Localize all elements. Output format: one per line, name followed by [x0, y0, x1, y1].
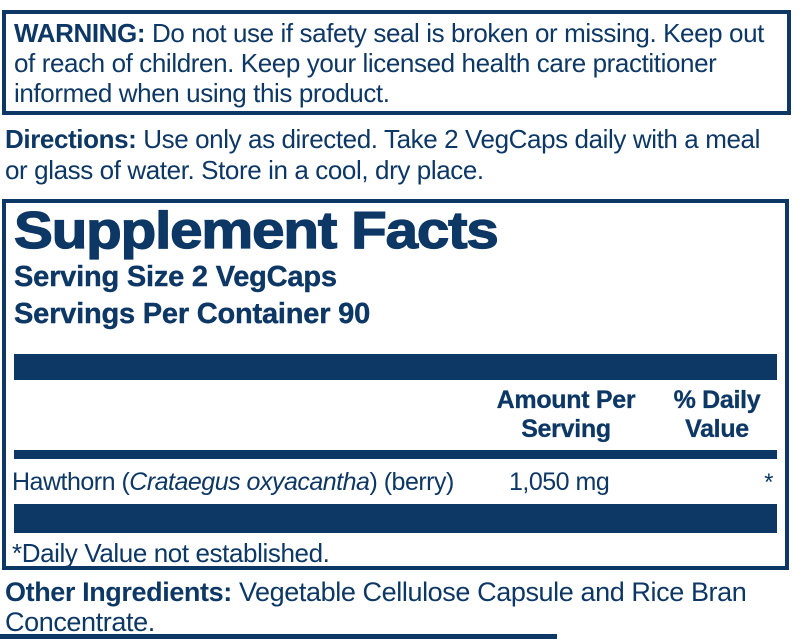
supplement-facts-panel: Supplement Facts Serving Size 2 VegCaps …: [2, 199, 789, 570]
clipped-bottom-bar: [0, 634, 557, 639]
supplement-facts-title: Supplement Facts: [13, 202, 499, 260]
header-separator-bar: [14, 354, 777, 380]
directions-paragraph: Directions: Use only as directed. Take 2…: [5, 124, 763, 186]
directions-text: Use only as directed. Take 2 VegCaps dai…: [5, 124, 760, 185]
footer-separator-bar: [14, 504, 777, 533]
table-column-headers: Amount Per Serving % Daily Value: [12, 380, 779, 450]
ingredient-daily-value: *: [764, 468, 773, 496]
servings-per-container: Servings Per Container 90: [14, 298, 371, 330]
warning-box: WARNING: Do not use if safety seal is br…: [2, 10, 791, 115]
directions-label: Directions:: [5, 124, 137, 154]
warning-label: WARNING:: [14, 18, 146, 48]
serving-size: Serving Size 2 VegCaps: [14, 261, 337, 293]
warning-text: Do not use if safety seal is broken or m…: [14, 18, 764, 108]
ingredient-name-suffix: ) (berry): [369, 468, 454, 496]
column-header-dv-line1: % Daily: [673, 386, 761, 414]
header-rule: [14, 450, 777, 459]
column-header-dv-line2: Value: [685, 415, 749, 443]
other-ingredients-text: Vegetable Cellulose Capsule and Rice Bra…: [5, 577, 747, 637]
column-header-amount: Amount Per Serving: [491, 386, 641, 444]
ingredient-species: Crataegus oxyacantha: [129, 468, 370, 496]
table-row: Hawthorn (Crataegus oxyacantha) (berry) …: [12, 459, 779, 504]
ingredient-amount: 1,050 mg: [509, 468, 610, 496]
other-ingredients-paragraph: Other Ingredients: Vegetable Cellulose C…: [5, 577, 765, 637]
column-header-amount-line2: Serving: [521, 415, 611, 443]
column-header-amount-line1: Amount Per: [496, 386, 636, 414]
other-ingredients-label: Other Ingredients:: [5, 577, 232, 607]
column-header-daily-value: % Daily Value: [667, 386, 767, 444]
ingredient-name-prefix: Hawthorn (: [12, 468, 130, 496]
daily-value-footnote: *Daily Value not established.: [12, 538, 330, 568]
ingredient-name: Hawthorn (Crataegus oxyacantha) (berry): [12, 468, 509, 497]
